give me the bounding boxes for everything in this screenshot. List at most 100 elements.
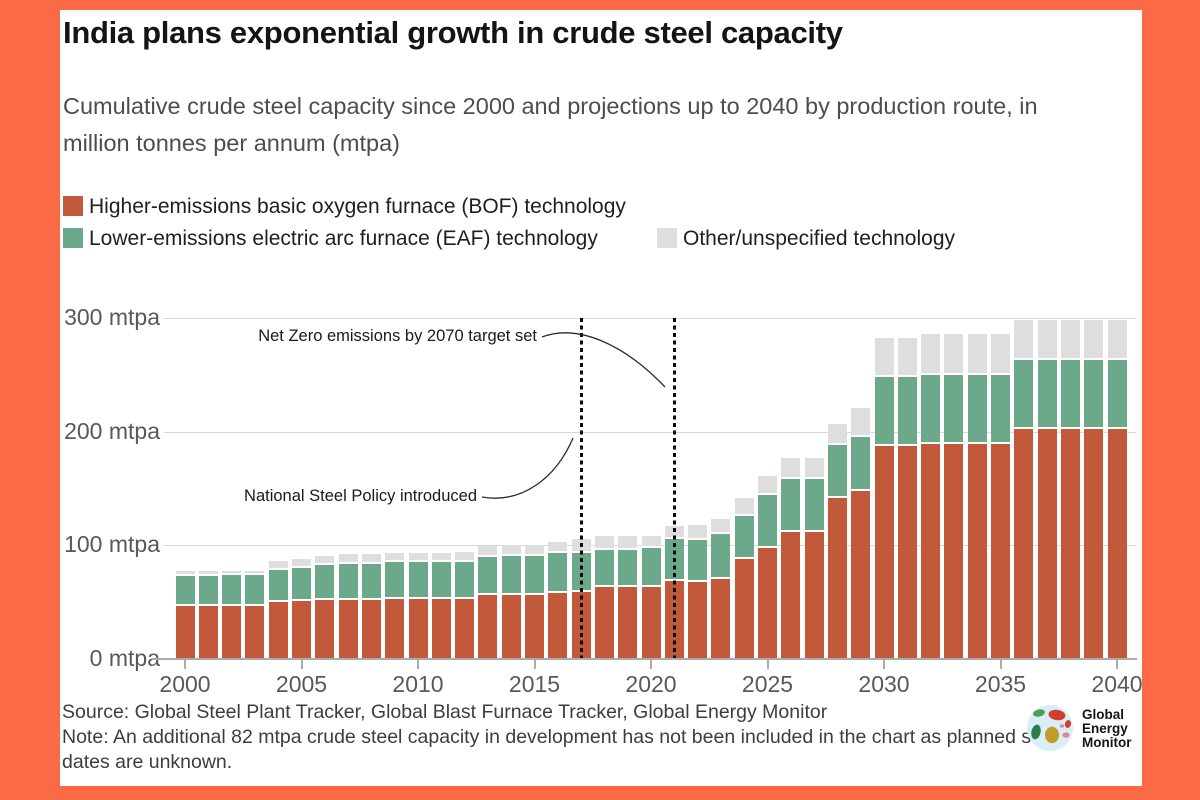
legend-label-eaf: Lower-emissions electric arc furnace (EA… bbox=[89, 227, 598, 250]
page-title: India plans exponential growth in crude … bbox=[63, 15, 843, 50]
x-tick-2020 bbox=[650, 660, 652, 669]
y-tick-label: 100 mtpa bbox=[64, 531, 160, 558]
bar-segment-2024 bbox=[734, 497, 754, 516]
bar-segment-2026 bbox=[781, 531, 801, 659]
y-tick-label: 0 mtpa bbox=[89, 645, 160, 671]
bar-segment-2038 bbox=[1060, 320, 1080, 361]
bar-segment-2037 bbox=[1037, 320, 1057, 361]
bar-segment-2016 bbox=[548, 553, 568, 594]
bar-segment-2003 bbox=[245, 605, 265, 659]
bar-segment-2015 bbox=[525, 545, 544, 556]
bar-segment-2029 bbox=[851, 407, 871, 438]
gridline-300 bbox=[164, 318, 1136, 319]
bar-segment-2008 bbox=[361, 563, 381, 600]
bar-segment-2000 bbox=[175, 571, 195, 576]
source-line: Source: Global Steel Plant Tracker, Glob… bbox=[62, 701, 828, 723]
bar-segment-2025 bbox=[758, 547, 777, 659]
bar-segment-2012 bbox=[455, 598, 475, 659]
bar-segment-2020 bbox=[641, 587, 661, 659]
bar-segment-2027 bbox=[804, 457, 824, 480]
legend-swatch-bof bbox=[63, 196, 83, 216]
x-tick-2000 bbox=[184, 660, 186, 669]
bar-segment-2014 bbox=[501, 595, 521, 659]
x-tick-label-2020: 2020 bbox=[625, 671, 677, 697]
x-tick-label-2025: 2025 bbox=[741, 671, 794, 697]
bar-segment-2032 bbox=[921, 333, 941, 375]
bar-segment-2030 bbox=[874, 446, 894, 659]
bar-segment-2018 bbox=[594, 587, 614, 659]
x-tick-label-2000: 2000 bbox=[159, 671, 211, 697]
bar-segment-2025 bbox=[758, 475, 777, 496]
x-tick-label-2040: 2040 bbox=[1091, 671, 1143, 697]
bar-segment-2006 bbox=[315, 555, 335, 565]
bar-segment-2033 bbox=[944, 374, 964, 445]
legend-swatch-eaf bbox=[63, 228, 83, 248]
bar-segment-2038 bbox=[1060, 360, 1080, 430]
bar-segment-2027 bbox=[804, 479, 824, 532]
bar-segment-2001 bbox=[198, 571, 218, 576]
legend-label-bof: Higher-emissions basic oxygen furnace (B… bbox=[89, 195, 626, 218]
bar-segment-2028 bbox=[827, 445, 847, 498]
bar-segment-2004 bbox=[268, 602, 288, 659]
bar-segment-2018 bbox=[594, 549, 614, 588]
bar-segment-2002 bbox=[222, 574, 242, 606]
bar-segment-2001 bbox=[198, 576, 218, 606]
note-line: Note: An additional 82 mtpa crude steel … bbox=[62, 726, 1060, 773]
bar-segment-2026 bbox=[781, 457, 801, 480]
gem-logo-text: Global Energy Monitor bbox=[1082, 704, 1132, 750]
bar-segment-2025 bbox=[758, 495, 777, 548]
bar-segment-2018 bbox=[594, 536, 614, 550]
bar-segment-2000 bbox=[175, 605, 195, 659]
logo-line-2: Energy bbox=[1082, 721, 1128, 736]
bar-segment-2023 bbox=[711, 579, 731, 659]
bar-segment-2040 bbox=[1107, 360, 1127, 430]
bar-segment-2034 bbox=[967, 444, 987, 659]
bar-segment-2020 bbox=[641, 547, 661, 588]
bar-segment-2004 bbox=[268, 561, 288, 571]
bar-segment-2013 bbox=[478, 546, 498, 557]
x-tick-2005 bbox=[300, 660, 303, 669]
bar-segment-2026 bbox=[781, 479, 801, 532]
bar-segment-2006 bbox=[315, 599, 335, 659]
bar-segment-2009 bbox=[385, 553, 405, 563]
bar-segment-2022 bbox=[688, 581, 708, 659]
bar-segment-2009 bbox=[385, 562, 405, 599]
bar-segment-2015 bbox=[525, 555, 544, 596]
annotation-net-zero: Net Zero emissions by 2070 target set bbox=[258, 327, 537, 345]
annotation-steel-policy: National Steel Policy introduced bbox=[244, 487, 477, 505]
bar-segment-2005 bbox=[292, 558, 311, 569]
bar-segment-2003 bbox=[245, 574, 265, 606]
bar-segment-2011 bbox=[431, 562, 451, 599]
bar-segment-2012 bbox=[455, 552, 475, 563]
bar-segment-2034 bbox=[967, 374, 987, 445]
bar-segment-2039 bbox=[1084, 360, 1104, 430]
bar-segment-2010 bbox=[408, 553, 428, 563]
bar-segment-2000 bbox=[175, 576, 195, 606]
bar-segment-2004 bbox=[268, 570, 288, 603]
bar-segment-2002 bbox=[222, 571, 242, 575]
bar-segment-2035 bbox=[991, 444, 1010, 659]
bar-segment-2039 bbox=[1084, 429, 1104, 659]
bar-segment-2024 bbox=[734, 558, 754, 659]
bar-segment-2033 bbox=[944, 333, 964, 375]
bar-segment-2040 bbox=[1107, 429, 1127, 659]
bar-segment-2031 bbox=[897, 446, 917, 659]
bar-segment-2031 bbox=[897, 338, 917, 378]
bar-segment-2002 bbox=[222, 605, 242, 659]
bar-segment-2038 bbox=[1060, 429, 1080, 659]
chart-inner-panel: India plans exponential growth in crude … bbox=[60, 10, 1143, 786]
bar-segment-2006 bbox=[315, 564, 335, 600]
bar-segment-2007 bbox=[338, 563, 358, 600]
bar-segment-2040 bbox=[1107, 320, 1127, 361]
bar-segment-2037 bbox=[1037, 429, 1057, 659]
bar-segment-2036 bbox=[1014, 429, 1034, 659]
bar-segment-2009 bbox=[385, 598, 405, 659]
bar-segment-2032 bbox=[921, 444, 941, 659]
bar-segment-2014 bbox=[501, 545, 521, 556]
x-tick-2040 bbox=[1116, 660, 1118, 669]
bar-segment-2019 bbox=[618, 587, 638, 659]
bar-segment-2005 bbox=[292, 601, 311, 659]
bar-segment-2013 bbox=[478, 595, 498, 659]
bar-segment-2036 bbox=[1014, 320, 1034, 361]
